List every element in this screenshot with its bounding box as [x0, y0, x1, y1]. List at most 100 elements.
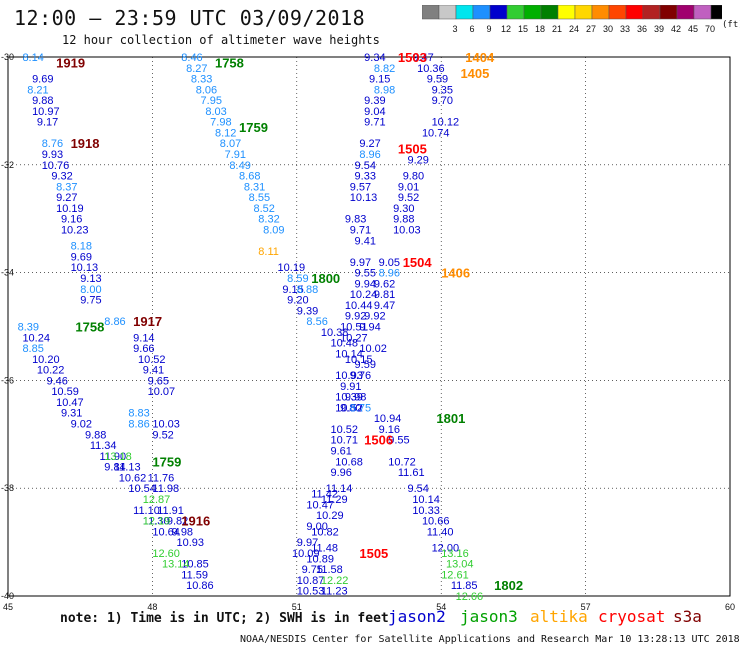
swh-value-label: 10.24	[22, 332, 50, 344]
swh-value-label: 8.09	[263, 224, 284, 236]
x-tick-label: 57	[581, 602, 591, 612]
swh-value-label: 10.52	[330, 424, 358, 436]
swh-value-label: 11.42	[311, 489, 338, 501]
footer-credit: NOAA/NESDIS Center for Satellite Applica…	[240, 634, 740, 645]
swh-value-label: 10.72	[388, 456, 416, 468]
swh-value-label: 9.59	[355, 359, 376, 371]
swh-value-label: 10.51	[340, 322, 368, 334]
swh-value-label: 10.93	[335, 370, 363, 382]
pass-time-label: 1503	[398, 50, 427, 65]
swh-value-label: 9.82	[167, 516, 188, 528]
swh-value-label: 10.85	[181, 559, 209, 571]
swh-value-label: 11.90	[99, 451, 126, 463]
swh-value-label: 8.03	[205, 106, 226, 118]
swh-value-label: 9.84	[104, 462, 125, 474]
swh-value-label: 9.80	[403, 171, 424, 183]
swh-value-label: 12.19	[143, 516, 171, 528]
satellite-label-s3a: s3a	[673, 607, 702, 626]
swh-value-label: 9.47	[412, 52, 433, 64]
swh-value-label: 8.06	[196, 84, 217, 96]
swh-value-label: 10.93	[176, 537, 204, 549]
swh-value-label: 10.76	[42, 160, 70, 172]
swh-value-label: 9.54	[408, 483, 429, 495]
swh-value-label: 9.52	[398, 192, 419, 204]
swh-value-label: 8.11	[258, 246, 279, 258]
satellite-label-jason3: jason3	[460, 607, 518, 626]
swh-value-label: 13.16	[441, 548, 469, 560]
color-scale-bar: 3 6 9 12 15 18 21 24 27 30 33 36 39 42 45 70	[421, 4, 729, 34]
swh-value-label: 10.97	[32, 106, 60, 118]
swh-value-label: 8.83	[128, 408, 149, 420]
swh-value-label: 11.29	[321, 494, 348, 506]
swh-value-label: 9.97	[297, 537, 318, 549]
swh-value-label: 10.14	[335, 348, 363, 360]
swh-value-label: 9.92	[345, 311, 366, 323]
swh-value-label: 8.46	[181, 52, 202, 64]
swh-value-label: 12.22	[321, 575, 349, 587]
swh-value-label: 9.69	[71, 251, 92, 263]
pass-time-label: 1801	[436, 411, 465, 426]
swh-value-label: 10.47	[306, 499, 334, 511]
swh-value-label: 9.16	[61, 214, 82, 226]
pass-time-label: 1404	[465, 50, 495, 65]
swh-value-label: 11.59	[181, 569, 208, 581]
color-scale-tick: 39	[654, 24, 664, 34]
swh-value-label: 7.91	[225, 149, 246, 161]
swh-value-label: 10.64	[152, 526, 180, 538]
pass-time-label: 1919	[56, 55, 85, 70]
pass-time-label: 1505	[398, 142, 427, 157]
swh-value-label: 10.15	[345, 354, 373, 366]
pass-time-label: 1800	[311, 271, 340, 286]
swh-value-label: 10.59	[51, 386, 79, 398]
pass-time-label: 1917	[133, 314, 162, 329]
swh-value-label: 9.00	[306, 521, 327, 533]
swh-value-label: 10.52	[138, 354, 166, 366]
swh-value-label: 10.71	[330, 435, 358, 447]
swh-value-label: 9.94	[359, 322, 380, 334]
swh-value-label: 8.86	[128, 419, 149, 431]
color-scale-tick: 70	[705, 24, 715, 34]
pass-time-label: 1405	[460, 66, 489, 81]
swh-value-label: 9.02	[71, 419, 92, 431]
swh-value-label: 8.07	[220, 138, 241, 150]
swh-value-label: 10.47	[56, 397, 84, 409]
swh-value-label: 9.57	[350, 181, 371, 193]
swh-value-label: 11.23	[321, 586, 348, 598]
y-tick-label: -30	[1, 52, 14, 62]
swh-value-label: 10.13	[71, 262, 99, 274]
y-tick-label: -36	[1, 375, 14, 385]
y-tick-label: -38	[1, 483, 14, 493]
swh-value-label: 9.59	[427, 74, 448, 86]
swh-value-label: 11.30	[143, 516, 170, 528]
swh-value-label: 10.87	[297, 575, 325, 587]
swh-value-label: 9.15	[282, 284, 303, 296]
swh-value-label: 9.17	[37, 117, 58, 129]
swh-value-label: 9.91	[340, 381, 361, 393]
swh-value-label: 12.60	[152, 548, 180, 560]
swh-value-label: 9.33	[355, 171, 376, 183]
swh-value-label: 9.71	[350, 224, 371, 236]
color-scale-tick: 12	[501, 24, 511, 34]
swh-value-label: 8.82	[374, 63, 395, 75]
swh-value-label: 9.27	[359, 138, 380, 150]
swh-value-label: 9.92	[364, 311, 385, 323]
swh-value-label: 8.31	[244, 181, 265, 193]
swh-value-label: 10.62	[119, 472, 147, 484]
swh-value-label: 10.12	[432, 117, 460, 129]
chart-subtitle: 12 hour collection of altimeter wave hei…	[62, 33, 380, 47]
swh-value-label: 8.96	[359, 149, 380, 161]
swh-value-label: 8.39	[18, 322, 39, 334]
swh-value-label: 9.01	[398, 181, 419, 193]
swh-value-label: 8.68	[239, 171, 260, 183]
satellite-label-cryosat: cryosat	[598, 607, 666, 626]
swh-value-label: 8.75	[350, 402, 371, 414]
swh-value-label: 9.69	[32, 74, 53, 86]
swh-value-label: 10.22	[37, 365, 65, 377]
swh-value-label: 8.85	[22, 343, 43, 355]
swh-value-label: 7.95	[201, 95, 222, 107]
swh-value-label: 10.07	[148, 386, 176, 398]
swh-value-label: 10.23	[61, 224, 89, 236]
swh-value-label: 9.62	[374, 278, 395, 290]
swh-value-label: 8.88	[297, 284, 318, 296]
color-scale-tick: 27	[586, 24, 596, 34]
